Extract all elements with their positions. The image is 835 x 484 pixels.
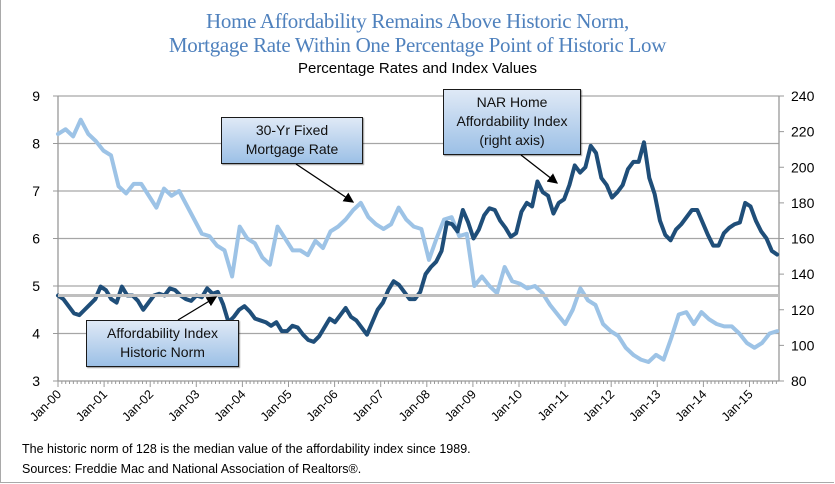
footnote-sources: Sources: Freddie Mac and National Associ… (22, 462, 362, 476)
callout-affordability-index: NAR Home Affordability Index (right axis… (443, 89, 581, 155)
left-axis-tick-label: 3 (32, 373, 40, 389)
x-axis-tick-label: Jan-03 (165, 387, 202, 424)
right-axis-tick-label: 240 (791, 88, 815, 104)
callout-norm-line2: Historic Norm (120, 344, 205, 360)
x-axis-tick-label: Jan-10 (488, 387, 525, 424)
x-axis-tick-label: Jan-14 (673, 387, 710, 424)
right-axis-tick-label: 180 (791, 195, 815, 211)
footnote-historic-norm: The historic norm of 128 is the median v… (22, 442, 471, 456)
right-axis-tick-label: 200 (791, 159, 815, 175)
left-axis-tick-label: 8 (32, 136, 40, 152)
callout-index-line3: (right axis) (479, 132, 545, 148)
callout-mortgage-rate: 30-Yr Fixed Mortgage Rate (221, 117, 363, 164)
x-axis-tick-label: Jan-15 (719, 387, 756, 424)
x-axis-tick-label: Jan-11 (535, 387, 571, 423)
mortgage-rate-line (56, 117, 780, 364)
chart-title-line1: Home Affordability Remains Above Histori… (206, 9, 629, 33)
x-axis-tick-label: Jan-01 (73, 387, 110, 424)
callout-arrow (177, 296, 218, 321)
right-axis-tick-label: 160 (791, 231, 815, 247)
left-axis-tick-label: 9 (32, 88, 40, 104)
callout-index-line1: NAR Home (476, 94, 548, 110)
x-axis-tick-label: Jan-04 (212, 387, 249, 424)
left-axis-tick-label: 6 (32, 231, 40, 247)
callout-arrow (520, 154, 559, 184)
chart-subtitle: Percentage Rates and Index Values (297, 60, 538, 77)
left-axis-tick-label: 7 (32, 183, 40, 199)
x-axis-tick-label: Jan-09 (442, 387, 479, 424)
x-axis-tick-label: Jan-00 (27, 387, 64, 424)
x-axis-tick-label: Jan-06 (304, 387, 341, 424)
x-axis-tick-label: Jan-12 (580, 387, 617, 424)
right-axis-tick-label: 100 (791, 337, 815, 353)
x-axis-tick-label: Jan-02 (119, 387, 156, 424)
left-axis-tick-label: 4 (32, 326, 40, 342)
right-axis-tick-label: 80 (791, 373, 807, 389)
callout-historic-norm: Affordability Index Historic Norm (86, 320, 239, 367)
x-axis-tick-label: Jan-08 (396, 387, 433, 424)
affordability-index-line (56, 140, 780, 344)
left-axis-tick-label: 5 (32, 278, 40, 294)
callout-mortgage-line2: Mortgage Rate (245, 141, 339, 157)
callout-norm-line1: Affordability Index (106, 325, 219, 341)
x-axis-tick-label: Jan-13 (626, 387, 663, 424)
callout-mortgage-line1: 30-Yr Fixed (255, 122, 329, 138)
x-axis-tick-label: Jan-07 (350, 387, 387, 424)
callout-index-line2: Affordability Index (456, 113, 568, 129)
right-axis-tick-label: 140 (791, 266, 815, 282)
callout-arrow (295, 163, 355, 203)
right-axis-tick-label: 220 (791, 124, 815, 140)
chart-title-line2: Mortgage Rate Within One Percentage Poin… (168, 33, 667, 57)
x-axis-tick-label: Jan-05 (258, 387, 295, 424)
right-axis-tick-label: 120 (791, 302, 815, 318)
